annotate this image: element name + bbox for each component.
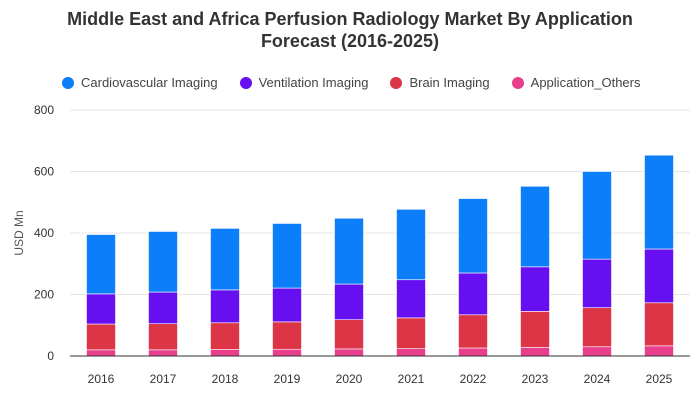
bar-brain-imaging-2022[interactable] [458,314,488,349]
bar-brain-imaging-2020[interactable] [334,319,364,350]
legend-item-ventilation-imaging[interactable]: Ventilation Imaging [239,75,369,90]
x-tick-label-2024: 2024 [584,372,611,386]
bar-application-others-2016[interactable] [86,349,116,357]
bar-ventilation-imaging-2024[interactable] [582,258,612,309]
bar-stack-2024 [582,171,612,357]
bar-cardiovascular-imaging-2018[interactable] [210,228,240,291]
x-tick-label-2017: 2017 [150,372,177,386]
x-tick-label-2020: 2020 [336,372,363,386]
x-tick-label-2023: 2023 [522,372,549,386]
bar-application-others-2023[interactable] [520,347,550,357]
bar-application-others-2019[interactable] [272,348,302,357]
bar-stack-2021 [396,209,426,357]
y-tick-label-800: 800 [34,103,54,117]
legend-item-brain-imaging[interactable]: Brain Imaging [390,75,490,90]
legend-item-cardiovascular-imaging[interactable]: Cardiovascular Imaging [62,75,218,90]
bar-cardiovascular-imaging-2024[interactable] [582,171,612,260]
y-axis-title: USD Mn [12,210,26,255]
x-tick-label-2021: 2021 [398,372,425,386]
bar-application-others-2021[interactable] [396,348,426,357]
bar-cardiovascular-imaging-2019[interactable] [272,223,302,289]
bar-cardiovascular-imaging-2025[interactable] [644,154,674,250]
bar-application-others-2020[interactable] [334,348,364,357]
legend-item-application-others[interactable]: Application_Others [511,75,641,90]
bar-stack-2017 [148,231,178,357]
bar-application-others-2018[interactable] [210,349,240,357]
bar-ventilation-imaging-2017[interactable] [148,291,178,325]
bar-stack-2022 [458,198,488,357]
bar-application-others-2017[interactable] [148,349,178,357]
y-axis-ticks: 0 200 400 600 800 [34,103,54,363]
legend-swatch-application-others [511,76,524,89]
bar-application-others-2025[interactable] [644,345,674,357]
chart-title: Middle East and Africa Perfusion Radiolo… [0,8,700,52]
bar-brain-imaging-2024[interactable] [582,307,612,348]
bar-application-others-2022[interactable] [458,347,488,357]
bar-brain-imaging-2016[interactable] [86,323,116,351]
bar-ventilation-imaging-2023[interactable] [520,266,550,312]
bar-ventilation-imaging-2022[interactable] [458,272,488,316]
bar-cardiovascular-imaging-2017[interactable] [148,231,178,293]
bar-cardiovascular-imaging-2020[interactable] [334,217,364,285]
legend-swatch-brain-imaging [390,76,403,89]
chart-legend: Cardiovascular Imaging Ventilation Imagi… [62,75,641,90]
bar-brain-imaging-2017[interactable] [148,323,178,351]
y-tick-label-400: 400 [34,226,54,240]
bar-stack-2019 [272,223,302,357]
x-axis-ticks: 2016 2017 2018 2019 2020 2021 2022 2023 2024 2025 [88,372,673,386]
bar-cardiovascular-imaging-2022[interactable] [458,198,488,274]
bar-ventilation-imaging-2025[interactable] [644,248,674,304]
bar-brain-imaging-2021[interactable] [396,317,426,349]
bar-brain-imaging-2025[interactable] [644,302,674,347]
bar-stack-2020 [334,217,364,357]
bar-stack-2016 [86,234,116,357]
chart-title-line-1: Middle East and Africa Perfusion Radiolo… [67,9,633,29]
y-tick-label-600: 600 [34,165,54,179]
bar-brain-imaging-2018[interactable] [210,322,240,350]
bar-brain-imaging-2019[interactable] [272,321,302,350]
x-tick-label-2019: 2019 [274,372,301,386]
bar-ventilation-imaging-2018[interactable] [210,289,240,324]
legend-label-ventilation-imaging: Ventilation Imaging [258,75,369,90]
chart-title-line-2: Forecast (2016-2025) [260,31,440,51]
bar-ventilation-imaging-2016[interactable] [86,293,116,325]
bar-brain-imaging-2023[interactable] [520,311,550,348]
bar-stack-2025 [644,154,674,357]
bar-stack-2023 [520,185,550,357]
y-tick-label-0: 0 [47,349,54,363]
legend-label-brain-imaging: Brain Imaging [409,75,490,90]
bar-ventilation-imaging-2020[interactable] [334,283,364,321]
x-tick-label-2025: 2025 [646,372,673,386]
legend-swatch-cardiovascular-imaging [62,76,74,89]
bar-ventilation-imaging-2019[interactable] [272,287,302,323]
bar-application-others-2024[interactable] [582,346,612,357]
x-tick-label-2022: 2022 [460,372,487,386]
bar-ventilation-imaging-2021[interactable] [396,279,426,319]
y-tick-label-200: 200 [34,288,54,302]
bar-cardiovascular-imaging-2016[interactable] [86,234,116,295]
legend-label-cardiovascular-imaging: Cardiovascular Imaging [81,75,218,90]
legend-swatch-ventilation-imaging [239,76,252,89]
bar-stacks [86,154,674,357]
legend-label-application-others: Application_Others [530,75,641,90]
x-tick-label-2016: 2016 [88,372,115,386]
bar-cardiovascular-imaging-2021[interactable] [396,209,426,281]
bar-stack-2018 [210,228,240,357]
bar-cardiovascular-imaging-2023[interactable] [520,185,550,268]
x-tick-label-2018: 2018 [212,372,239,386]
